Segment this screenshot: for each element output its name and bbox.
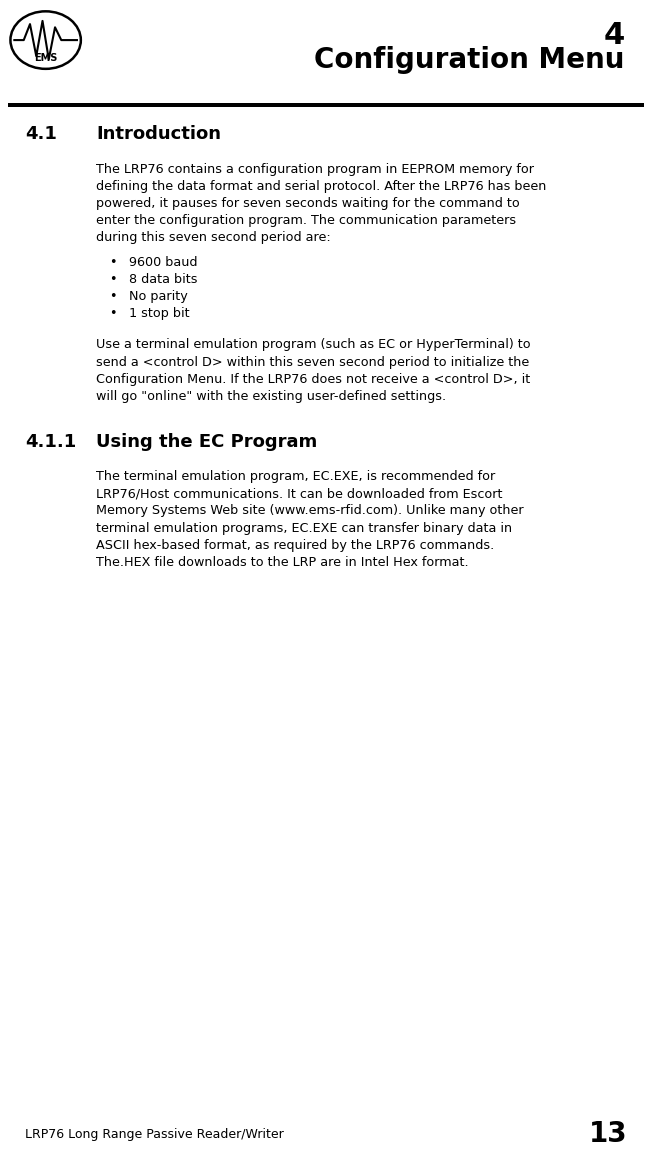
Text: send a <control D> within this seven second period to initialize the: send a <control D> within this seven sec… <box>96 356 529 368</box>
Text: LRP76/Host communications. It can be downloaded from Escort: LRP76/Host communications. It can be dow… <box>96 487 503 500</box>
Text: •: • <box>110 290 117 303</box>
Text: The LRP76 contains a configuration program in EEPROM memory for: The LRP76 contains a configuration progr… <box>96 163 535 175</box>
Text: 4.1: 4.1 <box>25 125 57 143</box>
Text: The.HEX file downloads to the LRP are in Intel Hex format.: The.HEX file downloads to the LRP are in… <box>96 555 469 569</box>
Text: Introduction: Introduction <box>96 125 222 143</box>
Text: •: • <box>110 273 117 286</box>
Text: defining the data format and serial protocol. After the LRP76 has been: defining the data format and serial prot… <box>96 180 547 193</box>
Text: 9600 baud: 9600 baud <box>129 256 198 268</box>
Text: enter the configuration program. The communication parameters: enter the configuration program. The com… <box>96 214 516 228</box>
Text: Configuration Menu: Configuration Menu <box>314 46 625 74</box>
Text: ASCII hex-based format, as required by the LRP76 commands.: ASCII hex-based format, as required by t… <box>96 539 495 552</box>
Text: LRP76 Long Range Passive Reader/Writer: LRP76 Long Range Passive Reader/Writer <box>25 1128 284 1141</box>
Text: •: • <box>110 307 117 321</box>
Text: Memory Systems Web site (www.ems-rfid.com). Unlike many other: Memory Systems Web site (www.ems-rfid.co… <box>96 504 524 517</box>
Text: Use a terminal emulation program (such as EC or HyperTerminal) to: Use a terminal emulation program (such a… <box>96 338 531 351</box>
Text: EMS: EMS <box>34 53 57 63</box>
Text: •: • <box>110 256 117 268</box>
Text: powered, it pauses for seven seconds waiting for the command to: powered, it pauses for seven seconds wai… <box>96 198 520 210</box>
Text: No parity: No parity <box>129 290 188 303</box>
Text: Configuration Menu. If the LRP76 does not receive a <control D>, it: Configuration Menu. If the LRP76 does no… <box>96 373 531 386</box>
Text: during this seven second period are:: during this seven second period are: <box>96 231 331 244</box>
Text: 1 stop bit: 1 stop bit <box>129 307 190 321</box>
Text: 4.1.1: 4.1.1 <box>25 432 76 451</box>
Text: 8 data bits: 8 data bits <box>129 273 198 286</box>
Text: 13: 13 <box>589 1120 627 1148</box>
Text: will go "online" with the existing user-defined settings.: will go "online" with the existing user-… <box>96 390 447 403</box>
Text: 4: 4 <box>603 21 625 50</box>
Text: The terminal emulation program, EC.EXE, is recommended for: The terminal emulation program, EC.EXE, … <box>96 469 496 483</box>
Text: terminal emulation programs, EC.EXE can transfer binary data in: terminal emulation programs, EC.EXE can … <box>96 522 512 535</box>
Text: Using the EC Program: Using the EC Program <box>96 432 318 451</box>
